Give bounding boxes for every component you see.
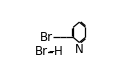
Text: Br: Br [35, 45, 48, 58]
Text: –: – [48, 45, 54, 58]
Text: H: H [54, 45, 63, 58]
Text: N: N [75, 43, 84, 56]
Text: Br: Br [40, 31, 53, 44]
